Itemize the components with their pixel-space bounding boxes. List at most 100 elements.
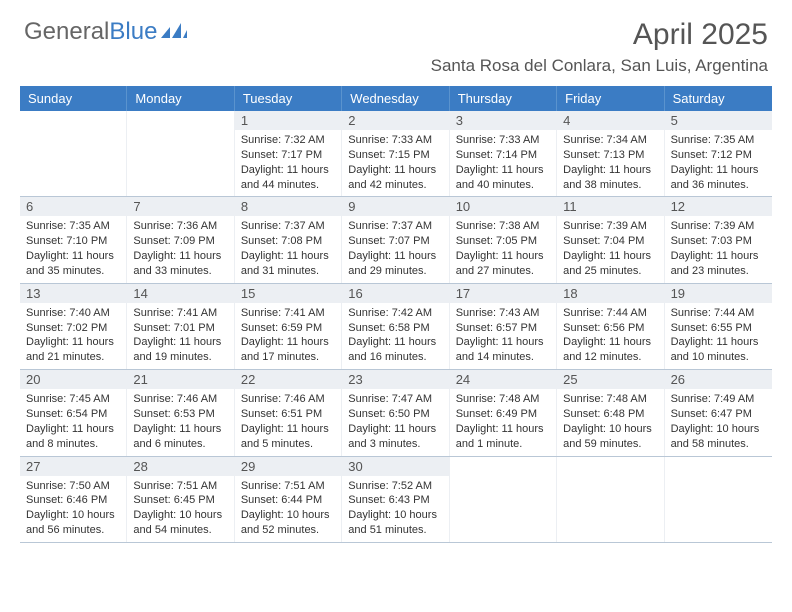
sunset-text: Sunset: 7:13 PM (563, 148, 657, 163)
day-number: 21 (127, 370, 233, 389)
day-header: Friday (557, 86, 664, 111)
sunset-text: Sunset: 6:54 PM (26, 407, 120, 422)
sunset-text: Sunset: 7:09 PM (133, 234, 227, 249)
calendar-cell: 11Sunrise: 7:39 AMSunset: 7:04 PMDayligh… (557, 197, 664, 282)
cell-body: Sunrise: 7:35 AMSunset: 7:12 PMDaylight:… (665, 130, 772, 196)
daylight-text: Daylight: 11 hours and 14 minutes. (456, 335, 550, 365)
cell-body: Sunrise: 7:34 AMSunset: 7:13 PMDaylight:… (557, 130, 663, 196)
sunset-text: Sunset: 7:04 PM (563, 234, 657, 249)
day-header: Sunday (20, 86, 127, 111)
calendar-cell: 21Sunrise: 7:46 AMSunset: 6:53 PMDayligh… (127, 370, 234, 455)
sunrise-text: Sunrise: 7:44 AM (671, 306, 766, 321)
daylight-text: Daylight: 11 hours and 29 minutes. (348, 249, 442, 279)
daylight-text: Daylight: 11 hours and 33 minutes. (133, 249, 227, 279)
sunset-text: Sunset: 7:15 PM (348, 148, 442, 163)
sunrise-text: Sunrise: 7:37 AM (348, 219, 442, 234)
calendar-cell: 30Sunrise: 7:52 AMSunset: 6:43 PMDayligh… (342, 457, 449, 542)
weeks-container: 1Sunrise: 7:32 AMSunset: 7:17 PMDaylight… (20, 111, 772, 543)
sunrise-text: Sunrise: 7:48 AM (456, 392, 550, 407)
calendar-cell: 3Sunrise: 7:33 AMSunset: 7:14 PMDaylight… (450, 111, 557, 196)
sunset-text: Sunset: 6:56 PM (563, 321, 657, 336)
day-number: 14 (127, 284, 233, 303)
calendar-cell: 1Sunrise: 7:32 AMSunset: 7:17 PMDaylight… (235, 111, 342, 196)
sunrise-text: Sunrise: 7:33 AM (456, 133, 550, 148)
daylight-text: Daylight: 11 hours and 42 minutes. (348, 163, 442, 193)
daylight-text: Daylight: 10 hours and 52 minutes. (241, 508, 335, 538)
cell-body: Sunrise: 7:44 AMSunset: 6:56 PMDaylight:… (557, 303, 663, 369)
sunset-text: Sunset: 6:51 PM (241, 407, 335, 422)
sunrise-text: Sunrise: 7:34 AM (563, 133, 657, 148)
day-number: 23 (342, 370, 448, 389)
cell-body: Sunrise: 7:46 AMSunset: 6:51 PMDaylight:… (235, 389, 341, 455)
sunset-text: Sunset: 7:10 PM (26, 234, 120, 249)
sails-icon (161, 18, 187, 46)
calendar-cell: 25Sunrise: 7:48 AMSunset: 6:48 PMDayligh… (557, 370, 664, 455)
calendar-cell: 8Sunrise: 7:37 AMSunset: 7:08 PMDaylight… (235, 197, 342, 282)
cell-body: Sunrise: 7:48 AMSunset: 6:49 PMDaylight:… (450, 389, 556, 455)
calendar-cell: 9Sunrise: 7:37 AMSunset: 7:07 PMDaylight… (342, 197, 449, 282)
cell-body: Sunrise: 7:51 AMSunset: 6:45 PMDaylight:… (127, 476, 233, 542)
calendar-cell: 22Sunrise: 7:46 AMSunset: 6:51 PMDayligh… (235, 370, 342, 455)
day-number: 3 (450, 111, 556, 130)
daylight-text: Daylight: 11 hours and 25 minutes. (563, 249, 657, 279)
sunrise-text: Sunrise: 7:48 AM (563, 392, 657, 407)
day-number: 12 (665, 197, 772, 216)
daylight-text: Daylight: 11 hours and 31 minutes. (241, 249, 335, 279)
sunrise-text: Sunrise: 7:39 AM (671, 219, 766, 234)
calendar-cell: 27Sunrise: 7:50 AMSunset: 6:46 PMDayligh… (20, 457, 127, 542)
cell-body: Sunrise: 7:42 AMSunset: 6:58 PMDaylight:… (342, 303, 448, 369)
day-number: 19 (665, 284, 772, 303)
day-number: 26 (665, 370, 772, 389)
sunset-text: Sunset: 7:14 PM (456, 148, 550, 163)
daylight-text: Daylight: 11 hours and 19 minutes. (133, 335, 227, 365)
daylight-text: Daylight: 11 hours and 23 minutes. (671, 249, 766, 279)
day-number: 30 (342, 457, 448, 476)
sunrise-text: Sunrise: 7:45 AM (26, 392, 120, 407)
sunset-text: Sunset: 6:49 PM (456, 407, 550, 422)
cell-body: Sunrise: 7:48 AMSunset: 6:48 PMDaylight:… (557, 389, 663, 455)
daylight-text: Daylight: 10 hours and 51 minutes. (348, 508, 442, 538)
cell-body: Sunrise: 7:44 AMSunset: 6:55 PMDaylight:… (665, 303, 772, 369)
week-row: 1Sunrise: 7:32 AMSunset: 7:17 PMDaylight… (20, 111, 772, 197)
cell-body: Sunrise: 7:47 AMSunset: 6:50 PMDaylight:… (342, 389, 448, 455)
calendar-cell: 23Sunrise: 7:47 AMSunset: 6:50 PMDayligh… (342, 370, 449, 455)
sunrise-text: Sunrise: 7:35 AM (26, 219, 120, 234)
sunrise-text: Sunrise: 7:51 AM (133, 479, 227, 494)
sunset-text: Sunset: 6:50 PM (348, 407, 442, 422)
cell-body: Sunrise: 7:33 AMSunset: 7:15 PMDaylight:… (342, 130, 448, 196)
daylight-text: Daylight: 11 hours and 12 minutes. (563, 335, 657, 365)
calendar-cell: 6Sunrise: 7:35 AMSunset: 7:10 PMDaylight… (20, 197, 127, 282)
day-number: 13 (20, 284, 126, 303)
calendar-cell: 28Sunrise: 7:51 AMSunset: 6:45 PMDayligh… (127, 457, 234, 542)
sunset-text: Sunset: 6:57 PM (456, 321, 550, 336)
sunrise-text: Sunrise: 7:40 AM (26, 306, 120, 321)
cell-body: Sunrise: 7:37 AMSunset: 7:07 PMDaylight:… (342, 216, 448, 282)
daylight-text: Daylight: 11 hours and 16 minutes. (348, 335, 442, 365)
sunrise-text: Sunrise: 7:46 AM (133, 392, 227, 407)
calendar-cell: 24Sunrise: 7:48 AMSunset: 6:49 PMDayligh… (450, 370, 557, 455)
daylight-text: Daylight: 10 hours and 58 minutes. (671, 422, 766, 452)
day-number: 8 (235, 197, 341, 216)
daylight-text: Daylight: 11 hours and 27 minutes. (456, 249, 550, 279)
sunrise-text: Sunrise: 7:41 AM (241, 306, 335, 321)
daylight-text: Daylight: 10 hours and 59 minutes. (563, 422, 657, 452)
cell-body: Sunrise: 7:35 AMSunset: 7:10 PMDaylight:… (20, 216, 126, 282)
calendar-cell (557, 457, 664, 542)
brand-logo: GeneralBlue (24, 18, 187, 46)
calendar-cell: 5Sunrise: 7:35 AMSunset: 7:12 PMDaylight… (665, 111, 772, 196)
sunset-text: Sunset: 7:07 PM (348, 234, 442, 249)
sunrise-text: Sunrise: 7:33 AM (348, 133, 442, 148)
daylight-text: Daylight: 10 hours and 56 minutes. (26, 508, 120, 538)
day-number: 24 (450, 370, 556, 389)
sunset-text: Sunset: 6:46 PM (26, 493, 120, 508)
calendar-cell: 4Sunrise: 7:34 AMSunset: 7:13 PMDaylight… (557, 111, 664, 196)
cell-body: Sunrise: 7:39 AMSunset: 7:03 PMDaylight:… (665, 216, 772, 282)
sunset-text: Sunset: 7:03 PM (671, 234, 766, 249)
cell-body: Sunrise: 7:40 AMSunset: 7:02 PMDaylight:… (20, 303, 126, 369)
calendar-cell (665, 457, 772, 542)
day-number: 7 (127, 197, 233, 216)
calendar-cell: 13Sunrise: 7:40 AMSunset: 7:02 PMDayligh… (20, 284, 127, 369)
week-row: 6Sunrise: 7:35 AMSunset: 7:10 PMDaylight… (20, 197, 772, 283)
day-number: 17 (450, 284, 556, 303)
calendar-cell (450, 457, 557, 542)
